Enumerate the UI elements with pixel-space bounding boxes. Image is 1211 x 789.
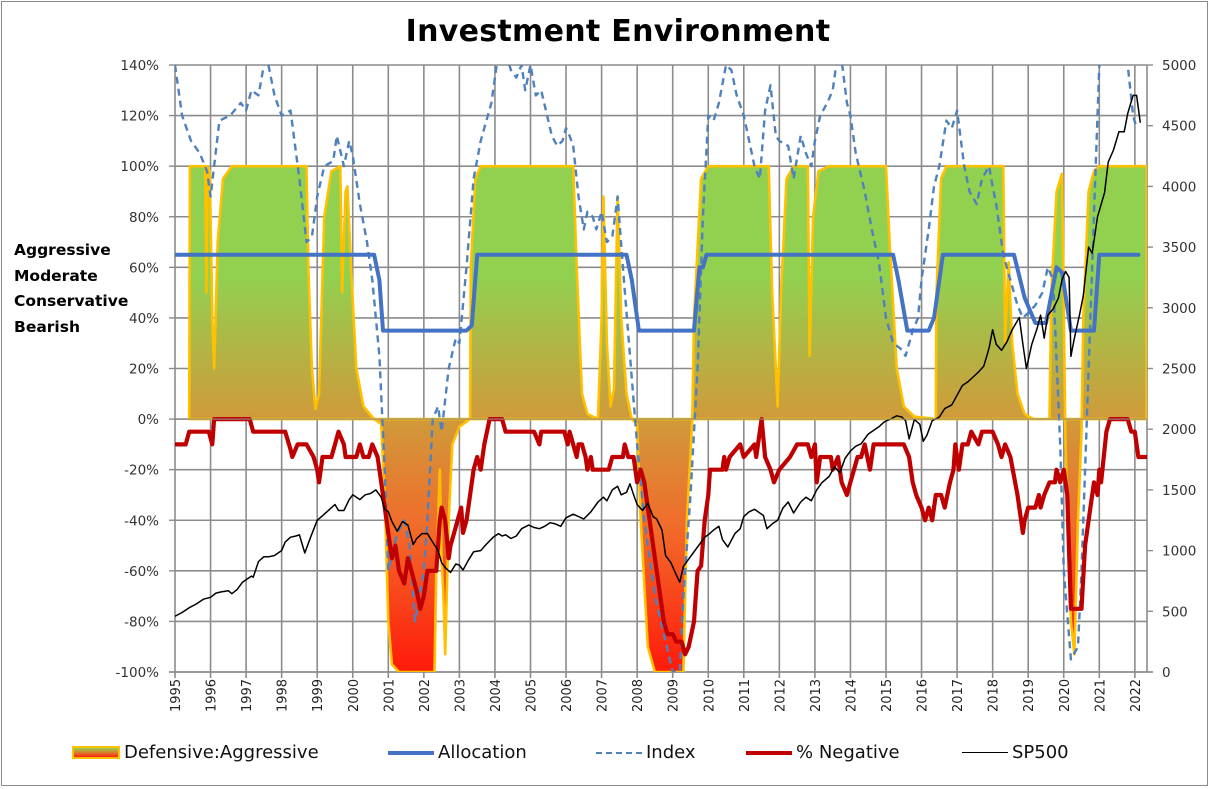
x-tick-label: 2005 — [525, 679, 540, 712]
left-tick-label: 20% — [129, 362, 159, 378]
right-tick-label: 2000 — [1162, 422, 1196, 438]
left-tick-label: 140% — [120, 58, 159, 74]
side-label-moderate: Moderate — [14, 266, 98, 285]
left-tick-label: 100% — [120, 159, 159, 175]
legend-label: % Negative — [796, 742, 900, 763]
x-tick-label: 1997 — [240, 679, 255, 712]
legend-area-swatch-icon — [72, 746, 120, 759]
right-tick-label: 5000 — [1162, 58, 1196, 74]
right-tick-label: 1000 — [1162, 544, 1196, 560]
x-tick-label: 2016 — [916, 679, 931, 712]
left-tick-label: -100% — [116, 665, 160, 681]
legend-item-sp500[interactable]: SP500 — [962, 742, 1069, 763]
legend-item-allocation[interactable]: Allocation — [388, 742, 527, 763]
x-tick-label: 2001 — [382, 679, 397, 712]
side-label-aggressive: Aggressive — [14, 241, 111, 259]
right-tick-label: 4500 — [1162, 119, 1196, 135]
side-label-bearish: Bearish — [14, 317, 81, 336]
x-tick-label: 2011 — [738, 679, 753, 712]
left-tick-label: -20% — [124, 463, 159, 479]
x-tick-label: 2014 — [844, 679, 859, 712]
x-tick-label: 1998 — [276, 679, 291, 712]
series-index-line — [175, 65, 1138, 672]
x-tick-label: 2012 — [773, 679, 788, 712]
x-axis-ticks: 1995 1996 1997 1998 1999 2000 2001 2002 2003 2004… — [169, 679, 1144, 712]
series-allocation-line — [175, 252, 1141, 333]
x-tick-label: 2017 — [951, 679, 966, 712]
right-tick-label: 3500 — [1162, 240, 1196, 256]
x-tick-label: 2007 — [596, 679, 611, 712]
x-tick-label: 2021 — [1093, 679, 1108, 712]
x-tick-label: 2002 — [418, 679, 433, 712]
left-tick-label: 0% — [138, 412, 160, 428]
legend-line-swatch-icon — [746, 750, 792, 755]
x-tick-label: 1996 — [205, 679, 220, 712]
x-tick-label: 2020 — [1058, 679, 1073, 712]
legend-label: Defensive:Aggressive — [124, 742, 319, 763]
x-tick-label: 2006 — [560, 679, 575, 712]
series-sp500-line — [175, 94, 1141, 617]
left-tick-label: 120% — [120, 109, 159, 125]
legend-line-swatch-icon — [388, 750, 434, 755]
x-tick-label: 2008 — [631, 679, 646, 712]
right-tick-label: 1500 — [1162, 483, 1196, 499]
legend: Defensive:Aggressive Allocation Index % … — [0, 742, 1211, 768]
left-tick-label: 80% — [129, 210, 159, 226]
allocation-level-labels: Aggressive Moderate Conservative Bearish — [14, 238, 128, 340]
chart-title: Investment Environment — [405, 14, 831, 49]
right-tick-label: 2500 — [1162, 362, 1196, 378]
plot-area — [175, 65, 1147, 672]
legend-label: SP500 — [1012, 742, 1069, 763]
x-tick-label: 2015 — [880, 679, 895, 712]
legend-item-defensive-aggressive[interactable]: Defensive:Aggressive — [72, 742, 319, 763]
x-tick-label: 2018 — [987, 679, 1002, 712]
legend-label: Index — [646, 742, 696, 763]
left-tick-label: -80% — [124, 614, 159, 630]
right-tick-label: 3000 — [1162, 301, 1196, 317]
x-tick-label: 1995 — [169, 679, 184, 712]
x-tick-label: 2003 — [453, 679, 468, 712]
left-tick-label: -40% — [124, 513, 159, 529]
x-tick-label: 2010 — [702, 679, 717, 712]
x-tick-label: 2004 — [489, 679, 504, 712]
left-tick-label: 60% — [129, 260, 159, 276]
x-tick-label: 2009 — [667, 679, 682, 712]
series-percent-negative-line — [175, 417, 1147, 657]
legend-item-index[interactable]: Index — [596, 742, 696, 763]
x-tick-label: 2022 — [1129, 679, 1144, 712]
side-label-conservative: Conservative — [14, 292, 129, 310]
left-tick-label: 40% — [129, 311, 159, 327]
left-axis-ticks: 140% 120% 100% 80% 60% 40% 20% 0% -20% -40% -60% -8… — [116, 58, 175, 681]
right-tick-label: 4000 — [1162, 179, 1196, 195]
x-tick-label: 2019 — [1022, 679, 1037, 712]
x-tick-label: 2000 — [347, 679, 362, 712]
legend-item-percent-negative[interactable]: % Negative — [746, 742, 900, 763]
x-tick-label: 2013 — [809, 679, 824, 712]
right-tick-label: 500 — [1162, 604, 1188, 620]
left-tick-label: -60% — [124, 564, 159, 580]
x-tick-label: 1999 — [311, 679, 326, 712]
right-tick-label: 0 — [1162, 665, 1171, 681]
legend-line-swatch-icon — [962, 752, 1008, 753]
legend-dashed-swatch-icon — [596, 751, 642, 754]
legend-label: Allocation — [438, 742, 527, 763]
